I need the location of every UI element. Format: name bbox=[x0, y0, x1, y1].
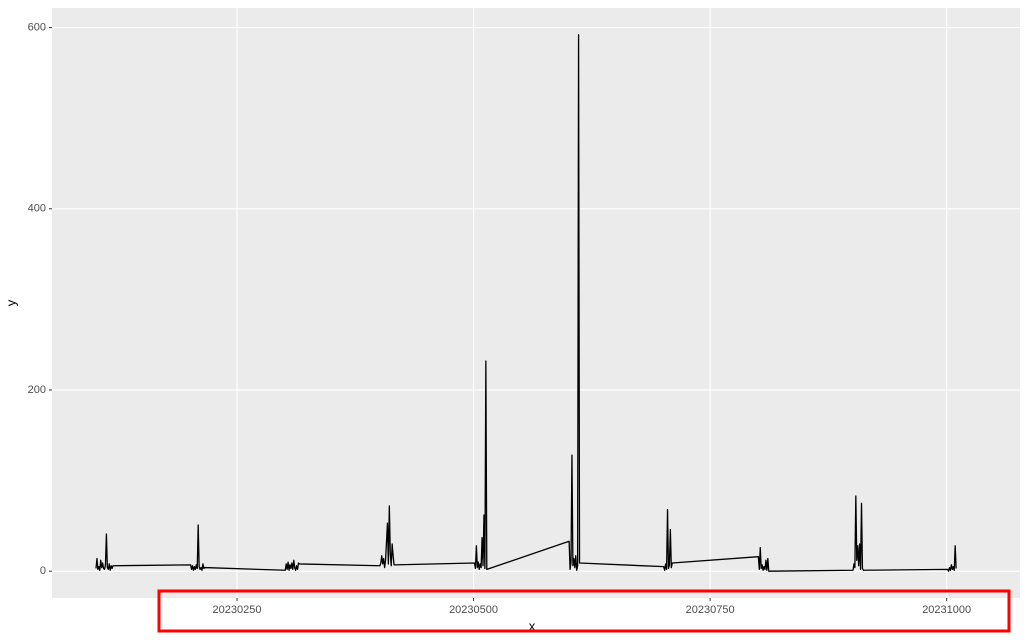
panel bbox=[52, 8, 1020, 598]
y-tick-label: 400 bbox=[28, 203, 46, 215]
y-tick-label: 600 bbox=[28, 21, 46, 33]
x-tick-label: 20230250 bbox=[213, 604, 262, 616]
highlight-box bbox=[157, 589, 1011, 633]
y-tick-label: 0 bbox=[40, 565, 46, 577]
data-line bbox=[95, 34, 957, 572]
y-tick-label: 200 bbox=[28, 384, 46, 396]
x-tick-label: 20230750 bbox=[686, 604, 735, 616]
plot bbox=[95, 34, 957, 572]
y-axis-title: y bbox=[3, 299, 18, 306]
x-axis-title: x bbox=[529, 618, 536, 633]
x-tick-label: 20231000 bbox=[922, 604, 971, 616]
grid bbox=[52, 8, 1020, 598]
x-tick-label: 20230500 bbox=[449, 604, 498, 616]
